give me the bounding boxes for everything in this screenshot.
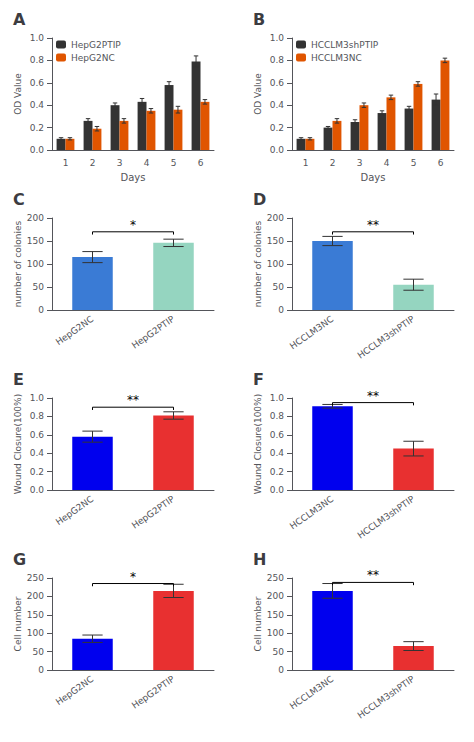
svg-text:HCCLM3NC: HCCLM3NC [288,674,335,711]
svg-text:0: 0 [278,665,284,675]
svg-text:0.6: 0.6 [270,78,285,88]
svg-text:3: 3 [357,158,363,168]
svg-text:number of colonies: number of colonies [253,220,263,307]
svg-text:HCCLM3NC: HCCLM3NC [288,314,335,351]
svg-text:**: ** [367,568,379,582]
svg-text:5: 5 [171,158,177,168]
svg-text:B: B [253,10,265,29]
svg-text:150: 150 [267,610,284,620]
svg-text:**: ** [367,389,379,403]
svg-text:250: 250 [27,573,44,583]
svg-text:250: 250 [267,573,284,583]
svg-text:0.4: 0.4 [270,100,285,110]
svg-text:E: E [13,370,24,389]
svg-text:6: 6 [198,158,204,168]
svg-text:2: 2 [330,158,336,168]
svg-text:100: 100 [267,628,284,638]
svg-text:0: 0 [38,305,44,315]
svg-text:0.8: 0.8 [30,55,45,65]
svg-text:100: 100 [27,259,44,269]
svg-text:HepG2NC: HepG2NC [71,53,115,63]
svg-text:150: 150 [27,610,44,620]
svg-text:A: A [13,10,26,29]
svg-text:HepG2PTIP: HepG2PTIP [71,40,121,50]
svg-text:0.0: 0.0 [270,485,285,495]
svg-text:0.4: 0.4 [270,448,285,458]
svg-text:4: 4 [384,158,390,168]
svg-text:1.0: 1.0 [30,393,45,403]
svg-text:2: 2 [90,158,96,168]
svg-text:**: ** [127,393,139,407]
svg-text:HCCLM3shPTIP: HCCLM3shPTIP [356,674,417,721]
svg-text:0: 0 [278,305,284,315]
svg-text:HepG2NC: HepG2NC [54,674,96,707]
svg-text:OD Value: OD Value [253,73,263,115]
svg-text:0.6: 0.6 [30,430,45,440]
svg-text:G: G [13,550,26,569]
svg-text:HCCLM3NC: HCCLM3NC [311,53,362,63]
svg-text:0.8: 0.8 [30,411,45,421]
svg-text:*: * [130,218,136,232]
svg-text:1: 1 [63,158,69,168]
svg-text:HepG2NC: HepG2NC [54,494,96,527]
svg-text:HepG2PTIP: HepG2PTIP [130,674,177,711]
svg-text:5: 5 [411,158,417,168]
svg-text:4: 4 [144,158,150,168]
svg-text:150: 150 [27,236,44,246]
svg-text:HCCLM3shPTIP: HCCLM3shPTIP [356,314,417,361]
svg-text:Wound Closure(100%): Wound Closure(100%) [13,394,23,494]
svg-text:6: 6 [438,158,444,168]
svg-text:0.6: 0.6 [270,430,285,440]
svg-text:100: 100 [267,259,284,269]
svg-text:OD Value: OD Value [13,73,23,115]
svg-text:1.0: 1.0 [270,33,285,43]
svg-text:0.0: 0.0 [30,145,45,155]
svg-text:Cell number: Cell number [253,596,263,651]
svg-text:0.2: 0.2 [30,123,44,133]
svg-text:50: 50 [33,282,45,292]
svg-text:3: 3 [117,158,123,168]
svg-text:200: 200 [267,591,284,601]
svg-text:HepG2NC: HepG2NC [54,314,96,347]
svg-text:HepG2PTIP: HepG2PTIP [130,494,177,531]
svg-text:50: 50 [33,647,45,657]
svg-text:0: 0 [38,665,44,675]
svg-text:0.0: 0.0 [30,485,45,495]
svg-text:0.2: 0.2 [270,467,284,477]
svg-text:Days: Days [121,172,146,183]
svg-text:200: 200 [267,213,284,223]
svg-text:F: F [253,370,264,389]
svg-text:1.0: 1.0 [270,393,285,403]
svg-text:200: 200 [27,213,44,223]
svg-text:HCCLM3NC: HCCLM3NC [288,494,335,531]
svg-text:1: 1 [303,158,309,168]
svg-text:0.4: 0.4 [30,448,45,458]
svg-text:**: ** [367,218,379,232]
svg-text:0.4: 0.4 [30,100,45,110]
svg-text:150: 150 [267,236,284,246]
svg-text:Days: Days [361,172,386,183]
svg-text:0.2: 0.2 [270,123,284,133]
svg-text:0.6: 0.6 [30,78,45,88]
svg-text:0.8: 0.8 [270,411,285,421]
svg-text:50: 50 [273,647,285,657]
svg-text:HepG2PTIP: HepG2PTIP [130,314,177,351]
svg-text:Cell number: Cell number [13,596,23,651]
svg-text:50: 50 [273,282,285,292]
svg-text:*: * [130,570,136,584]
svg-text:Wound Closure(100%): Wound Closure(100%) [253,394,263,494]
svg-text:H: H [253,550,266,569]
svg-text:D: D [253,190,266,209]
svg-text:200: 200 [27,591,44,601]
svg-text:HCCLM3shPTIP: HCCLM3shPTIP [356,494,417,541]
svg-text:100: 100 [27,628,44,638]
svg-text:0.2: 0.2 [30,467,44,477]
svg-text:HCCLM3shPTIP: HCCLM3shPTIP [311,40,379,50]
svg-text:0.8: 0.8 [270,55,285,65]
svg-text:number of colonies: number of colonies [13,220,23,307]
svg-text:1.0: 1.0 [30,33,45,43]
svg-text:0.0: 0.0 [270,145,285,155]
svg-text:C: C [13,190,25,209]
